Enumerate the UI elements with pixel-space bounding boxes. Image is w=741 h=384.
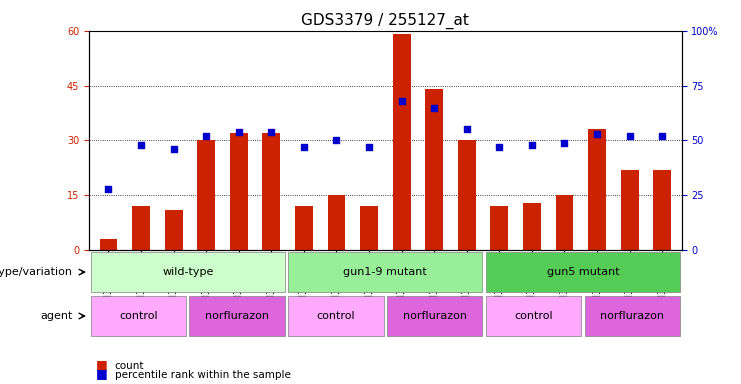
Point <box>494 144 505 150</box>
Title: GDS3379 / 255127_at: GDS3379 / 255127_at <box>302 13 469 29</box>
Text: norflurazon: norflurazon <box>402 311 467 321</box>
Bar <box>621 170 639 250</box>
FancyBboxPatch shape <box>190 296 285 336</box>
FancyBboxPatch shape <box>387 296 482 336</box>
Point <box>233 129 245 135</box>
Text: norflurazon: norflurazon <box>600 311 665 321</box>
Point <box>396 98 408 104</box>
Point <box>298 144 310 150</box>
Point <box>167 146 179 152</box>
Bar <box>654 170 671 250</box>
Point <box>428 104 440 111</box>
FancyBboxPatch shape <box>288 296 384 336</box>
Bar <box>425 89 443 250</box>
Bar <box>491 206 508 250</box>
Text: gun1-9 mutant: gun1-9 mutant <box>343 267 428 277</box>
Bar <box>328 195 345 250</box>
Point <box>591 131 603 137</box>
Point <box>657 133 668 139</box>
Text: wild-type: wild-type <box>162 267 213 277</box>
Bar <box>588 129 606 250</box>
Bar <box>99 239 117 250</box>
Point <box>200 133 212 139</box>
Text: ■: ■ <box>96 358 108 371</box>
Bar <box>197 141 215 250</box>
Bar <box>523 203 541 250</box>
Bar <box>360 206 378 250</box>
Text: percentile rank within the sample: percentile rank within the sample <box>115 370 290 380</box>
Text: control: control <box>514 311 553 321</box>
FancyBboxPatch shape <box>90 296 186 336</box>
Text: control: control <box>316 311 355 321</box>
Text: genotype/variation: genotype/variation <box>0 267 73 277</box>
Text: gun5 mutant: gun5 mutant <box>547 267 619 277</box>
Point <box>526 142 538 148</box>
Bar <box>295 206 313 250</box>
Bar <box>393 35 411 250</box>
Point <box>265 129 277 135</box>
FancyBboxPatch shape <box>288 252 482 292</box>
Text: agent: agent <box>40 311 73 321</box>
FancyBboxPatch shape <box>90 252 285 292</box>
Text: control: control <box>119 311 158 321</box>
FancyBboxPatch shape <box>585 296 680 336</box>
FancyBboxPatch shape <box>486 252 680 292</box>
Bar <box>262 133 280 250</box>
FancyBboxPatch shape <box>486 296 581 336</box>
Point <box>102 185 114 192</box>
Point <box>559 139 571 146</box>
Bar <box>230 133 247 250</box>
Point <box>624 133 636 139</box>
Bar <box>165 210 182 250</box>
Bar <box>132 206 150 250</box>
Bar <box>556 195 574 250</box>
Point <box>135 142 147 148</box>
Point <box>461 126 473 132</box>
Text: norflurazon: norflurazon <box>205 311 269 321</box>
Text: ■: ■ <box>96 367 108 380</box>
Text: count: count <box>115 361 144 371</box>
Point <box>330 137 342 144</box>
Point <box>363 144 375 150</box>
Bar <box>458 141 476 250</box>
